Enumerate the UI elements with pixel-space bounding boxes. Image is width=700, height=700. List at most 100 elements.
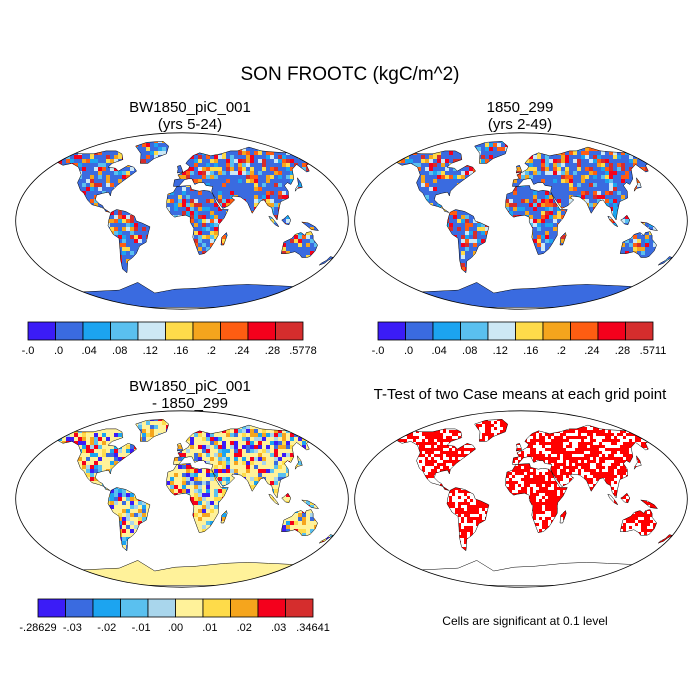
data-cell	[529, 159, 533, 163]
data-cell	[226, 219, 230, 223]
data-cell	[429, 163, 433, 167]
data-cell	[34, 433, 38, 437]
data-cell	[453, 211, 457, 215]
data-cell	[485, 167, 489, 171]
data-cell	[170, 413, 174, 417]
data-cell	[58, 497, 62, 501]
data-cell	[645, 175, 649, 179]
data-cell	[26, 433, 30, 437]
data-cell	[282, 279, 286, 283]
data-cell	[122, 219, 126, 223]
data-cell	[389, 239, 393, 243]
data-cell	[266, 525, 270, 529]
data-cell	[238, 493, 242, 497]
data-cell	[66, 557, 70, 561]
data-cell	[146, 553, 150, 557]
data-cell	[421, 159, 425, 163]
data-cell	[545, 271, 549, 275]
data-cell	[146, 263, 150, 267]
data-cell	[250, 231, 254, 235]
data-cell	[533, 155, 537, 159]
data-cell	[433, 243, 437, 247]
data-cell	[629, 211, 633, 215]
data-cell	[94, 501, 98, 505]
data-cell	[326, 425, 330, 429]
data-cell	[130, 513, 134, 517]
data-cell	[437, 147, 441, 151]
data-cell	[198, 497, 202, 501]
data-cell	[521, 183, 525, 187]
data-cell	[334, 151, 338, 155]
data-cell	[146, 255, 150, 259]
data-cell	[569, 207, 573, 211]
data-cell	[210, 251, 214, 255]
data-cell	[198, 481, 202, 485]
data-cell	[38, 155, 42, 159]
data-cell	[557, 419, 560, 421]
data-cell	[365, 227, 369, 231]
data-cell	[601, 227, 605, 231]
data-cell	[154, 131, 158, 135]
data-cell	[566, 409, 569, 412]
data-cell	[318, 469, 322, 473]
data-cell	[234, 445, 238, 449]
data-cell	[322, 179, 326, 183]
data-cell	[78, 441, 82, 445]
data-cell	[294, 135, 298, 139]
data-cell	[54, 457, 58, 461]
data-cell	[661, 171, 665, 175]
data-cell	[581, 195, 585, 199]
data-cell	[130, 473, 134, 477]
data-cell	[395, 409, 398, 412]
data-cell	[322, 533, 326, 537]
data-cell	[170, 227, 174, 231]
land-fill	[54, 419, 334, 586]
data-cell	[509, 409, 512, 412]
data-cell	[34, 421, 38, 425]
data-cell	[46, 171, 50, 175]
data-cell	[553, 147, 557, 151]
data-cell	[250, 553, 254, 557]
data-cell	[353, 147, 357, 151]
data-cell	[381, 155, 385, 159]
data-cell	[42, 211, 46, 215]
data-cell	[397, 183, 401, 187]
data-cell	[377, 235, 381, 239]
data-cell	[597, 247, 601, 251]
data-cell	[210, 529, 214, 533]
data-cell	[46, 175, 50, 179]
data-cell	[623, 412, 626, 415]
data-cell	[222, 461, 226, 465]
data-cell	[38, 271, 42, 275]
data-cell	[110, 501, 114, 505]
data-cell	[290, 171, 294, 175]
data-cell	[338, 457, 342, 461]
data-cell	[54, 219, 58, 223]
data-cell	[369, 215, 373, 219]
data-cell	[222, 517, 226, 521]
data-cell	[42, 199, 46, 203]
data-cell	[294, 143, 298, 147]
data-cell	[290, 541, 294, 545]
data-cell	[437, 203, 441, 207]
data-cell	[58, 477, 62, 481]
data-cell	[82, 465, 86, 469]
data-cell	[54, 425, 58, 429]
data-cell	[14, 203, 18, 207]
data-cell	[381, 207, 385, 211]
data-cell	[633, 207, 637, 211]
data-cell	[645, 179, 649, 183]
data-cell	[90, 183, 94, 187]
data-cell	[78, 517, 82, 521]
data-cell	[106, 175, 110, 179]
data-cell	[338, 441, 342, 445]
data-cell	[262, 497, 266, 501]
data-cell	[266, 175, 270, 179]
data-cell	[174, 505, 178, 509]
data-cell	[122, 227, 126, 231]
data-cell	[258, 473, 262, 477]
data-cell	[530, 412, 533, 415]
data-cell	[62, 489, 66, 493]
data-cell	[34, 163, 38, 167]
data-cell	[126, 409, 130, 413]
